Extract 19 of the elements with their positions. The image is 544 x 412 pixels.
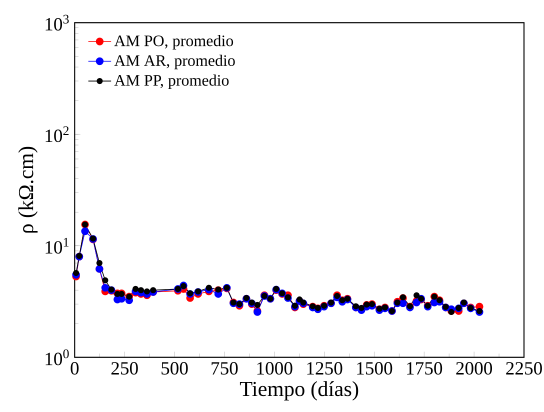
x-tick-label: 1250: [307, 362, 342, 375]
legend-label: AM AR, promedio: [114, 54, 235, 70]
legend-label: AM PO, promedio: [114, 34, 234, 50]
x-axis-title: Tiempo (días): [240, 381, 358, 400]
x-tick-label: 250: [111, 362, 138, 375]
y-axis-title: ρ (kΩ.cm): [18, 146, 38, 233]
x-tick-label: 1500: [357, 362, 392, 375]
x-tick-label: 1750: [407, 362, 442, 375]
y-tick-label: 10$^{2}$: [46, 126, 69, 142]
x-tick-label: 1000: [257, 362, 292, 375]
y-tick-label: 10$^{3}$: [46, 14, 69, 31]
y-tick-label: 10$^{1}$: [46, 238, 69, 254]
x-tick-label: 2250: [506, 362, 542, 375]
x-tick-label: 750: [212, 362, 238, 375]
x-tick-label: 0: [70, 362, 79, 375]
x-tick-label: 500: [162, 362, 188, 375]
y-tick-label: 10$^{0}$: [46, 349, 69, 366]
x-tick-label: 2000: [456, 362, 492, 375]
legend-label: AM PP, promedio: [114, 74, 229, 90]
